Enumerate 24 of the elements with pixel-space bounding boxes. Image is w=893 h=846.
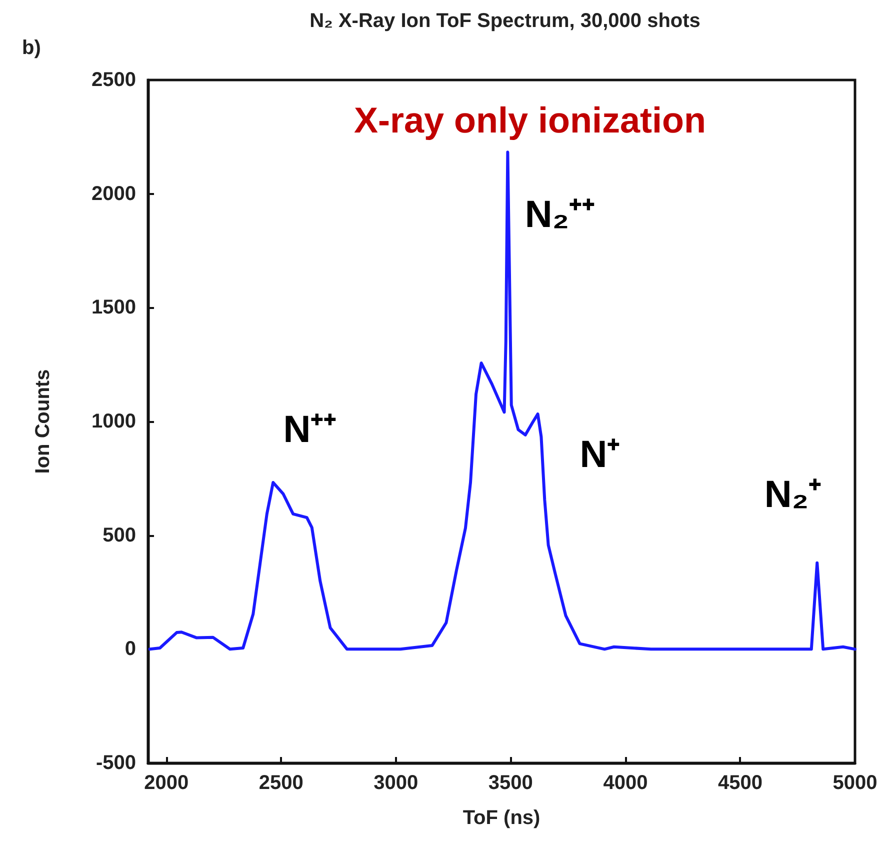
x-tick-label: 4500: [718, 772, 762, 794]
x-axis-title: ToF (ns): [462, 807, 540, 829]
text: b): [22, 37, 41, 59]
y-tick-label: 2000: [92, 182, 136, 205]
annotation: N⁺⁺: [283, 409, 337, 451]
y-tick-label: 500: [102, 524, 136, 546]
line-series: [148, 150, 856, 651]
y-tick-label: 0: [124, 638, 136, 660]
annotation: N⁺: [580, 434, 620, 476]
x-tick-label: 5000: [832, 772, 878, 794]
x-tick-label: 4000: [603, 772, 648, 794]
annotation: X-ray only ionization: [354, 100, 706, 140]
x-tick-label: 3500: [488, 772, 533, 794]
annotation: N₂⁺: [764, 474, 822, 516]
y-axis-title: Ion Counts: [32, 369, 54, 474]
x-tick-label: 2500: [258, 772, 304, 794]
y-tick-label: 2500: [92, 69, 136, 91]
y-tick-label: -500: [96, 752, 136, 774]
chart-title: N₂ X-Ray Ion ToF Spectrum, 30,000 shots: [310, 10, 700, 32]
y-tick-label: 1000: [92, 410, 136, 432]
y-tick-label: 1500: [92, 296, 136, 319]
x-tick-label: 3000: [374, 772, 418, 794]
annotation: N₂⁺⁺: [524, 194, 596, 236]
x-tick-label: 2000: [144, 772, 189, 794]
